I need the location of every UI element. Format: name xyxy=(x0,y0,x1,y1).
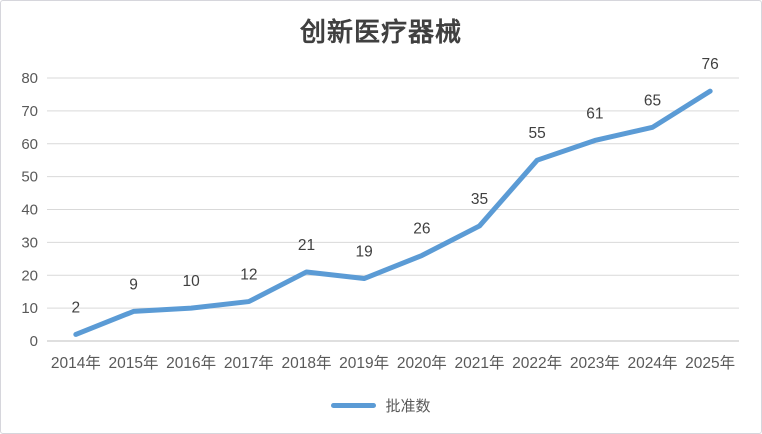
y-axis-tick-label: 50 xyxy=(21,169,38,186)
legend-label: 批准数 xyxy=(385,398,431,415)
y-axis-tick-label: 40 xyxy=(21,202,38,219)
legend: 批准数 xyxy=(1,395,761,416)
data-label: 2 xyxy=(72,299,81,316)
series-line xyxy=(73,88,713,337)
x-axis-tick-label: 2017年 xyxy=(224,354,274,372)
x-axis-tick-label: 2025年 xyxy=(685,354,735,372)
x-axis-tick-label: 2022年 xyxy=(512,354,562,372)
data-label: 76 xyxy=(702,56,719,73)
x-axis-tick-label: 2015年 xyxy=(109,354,159,372)
x-axis-tick-label: 2018年 xyxy=(282,354,332,372)
y-axis-tick-label: 80 xyxy=(21,70,38,87)
x-axis-tick-label: 2019年 xyxy=(339,354,389,372)
data-label: 65 xyxy=(644,92,661,109)
y-axis-tick-label: 30 xyxy=(21,234,38,251)
y-axis-tick-label: 10 xyxy=(21,300,38,317)
data-label: 21 xyxy=(298,237,315,254)
x-axis-tick-label: 2014年 xyxy=(51,354,101,372)
data-label: 61 xyxy=(586,105,603,122)
y-axis-tick-label: 0 xyxy=(30,333,38,350)
x-axis-tick-label: 2016年 xyxy=(166,354,216,372)
data-label: 35 xyxy=(471,191,488,208)
legend-line-swatch xyxy=(331,403,377,408)
y-axis-tick-label: 70 xyxy=(21,103,38,120)
data-label: 9 xyxy=(129,276,138,293)
x-axis-tick-label: 2021年 xyxy=(455,354,505,372)
x-axis-tick-label: 2024年 xyxy=(628,354,678,372)
data-label: 12 xyxy=(240,267,257,284)
chart-title: 创新医疗器械 xyxy=(299,17,462,47)
data-label: 19 xyxy=(356,244,373,261)
x-axis-tick-label: 2020年 xyxy=(397,354,447,372)
x-axis-tick-label: 2023年 xyxy=(570,354,620,372)
y-axis-tick-label: 60 xyxy=(21,136,38,153)
data-label: 26 xyxy=(413,221,430,238)
data-label: 55 xyxy=(529,125,546,142)
y-axis-tick-label: 20 xyxy=(21,267,38,284)
data-label: 10 xyxy=(183,273,201,290)
